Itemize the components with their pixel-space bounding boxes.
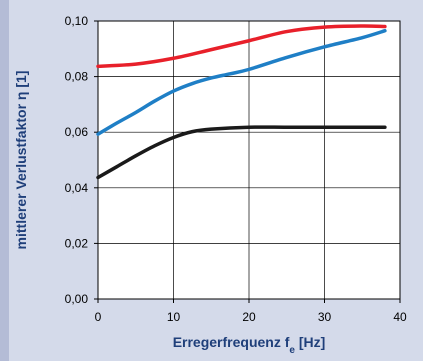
grid-lines	[98, 21, 400, 299]
frame-left-strip	[0, 0, 9, 361]
y-tick-label: 0,00	[65, 292, 89, 306]
y-tick-label: 0,08	[65, 70, 89, 84]
x-tick-label: 30	[318, 310, 332, 324]
series-line-2	[96, 28, 387, 136]
y-axis-title: mittlerer Verlustfaktor η [1]	[13, 71, 29, 250]
x-tick-label: 0	[95, 310, 102, 324]
y-axis-ticks: 0,00 0,02 0,04 0,06 0,08 0,10	[65, 14, 98, 306]
series-group	[96, 24, 387, 180]
x-tick-label: 20	[242, 310, 256, 324]
series-line-1	[96, 24, 387, 69]
y-tick-label: 0,04	[65, 181, 89, 195]
y-tick-label: 0,10	[65, 14, 89, 28]
y-tick-label: 0,02	[65, 236, 89, 250]
series-line-3	[96, 125, 387, 180]
x-axis-title: Erregerfrequenz fe [Hz]	[173, 334, 326, 356]
x-tick-label: 10	[167, 310, 181, 324]
x-tick-label: 40	[393, 310, 407, 324]
x-axis-ticks: 0 10 20 30 40	[95, 299, 407, 324]
y-tick-label: 0,06	[65, 125, 89, 139]
